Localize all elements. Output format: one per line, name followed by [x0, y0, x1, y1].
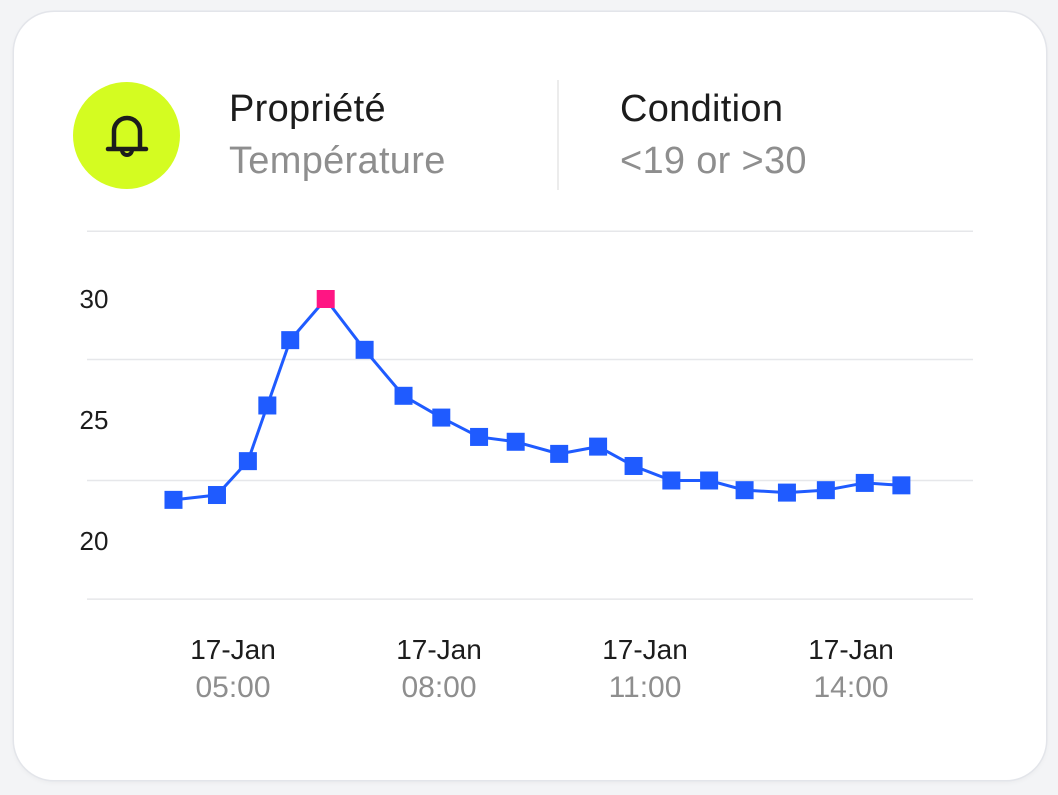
y-tick-label: 30 — [80, 284, 109, 314]
data-point[interactable] — [207, 486, 226, 505]
x-tick-date: 17-Jan — [190, 634, 276, 665]
x-tick-time: 05:00 — [195, 671, 270, 704]
data-point[interactable] — [777, 483, 796, 502]
property-value: Température — [229, 140, 446, 182]
alert-card — [14, 12, 1046, 780]
data-point[interactable] — [355, 340, 374, 359]
data-point[interactable] — [550, 444, 569, 463]
bell-icon — [105, 115, 148, 157]
data-point[interactable] — [589, 437, 608, 456]
x-tick-date: 17-Jan — [808, 634, 894, 665]
data-point[interactable] — [470, 427, 489, 446]
condition-value: <19 or >30 — [620, 140, 807, 182]
x-tick-date: 17-Jan — [602, 634, 688, 665]
data-point[interactable] — [855, 473, 874, 492]
x-tick-time: 08:00 — [401, 671, 476, 704]
bell-icon-badge — [73, 82, 180, 189]
x-tick-time: 14:00 — [813, 671, 888, 704]
header-divider — [557, 80, 559, 190]
y-tick-label: 25 — [80, 405, 109, 435]
property-label: Propriété — [229, 88, 386, 130]
data-point[interactable] — [281, 331, 300, 350]
y-axis: 30 25 20 — [80, 284, 109, 556]
condition-label: Condition — [620, 88, 784, 130]
series — [164, 290, 911, 509]
series-line — [173, 297, 902, 502]
data-point[interactable] — [394, 386, 413, 405]
data-point[interactable] — [506, 432, 525, 451]
data-point[interactable] — [238, 452, 257, 471]
x-tick-date: 17-Jan — [396, 634, 482, 665]
gridlines — [87, 230, 973, 600]
data-point[interactable] — [700, 471, 719, 490]
data-point[interactable] — [735, 481, 754, 500]
x-axis: 17-Jan 05:00 17-Jan 08:00 17-Jan 11:00 17-Jan 1… — [190, 634, 894, 704]
alert-data-point[interactable] — [316, 290, 335, 308]
data-point[interactable] — [816, 481, 835, 500]
data-point[interactable] — [662, 471, 681, 490]
data-point[interactable] — [892, 476, 911, 495]
x-tick-time: 11:00 — [609, 671, 682, 704]
data-point[interactable] — [432, 408, 451, 427]
y-tick-label: 20 — [80, 526, 109, 556]
data-point[interactable] — [258, 396, 277, 415]
data-point[interactable] — [164, 490, 183, 509]
data-point[interactable] — [624, 456, 643, 475]
